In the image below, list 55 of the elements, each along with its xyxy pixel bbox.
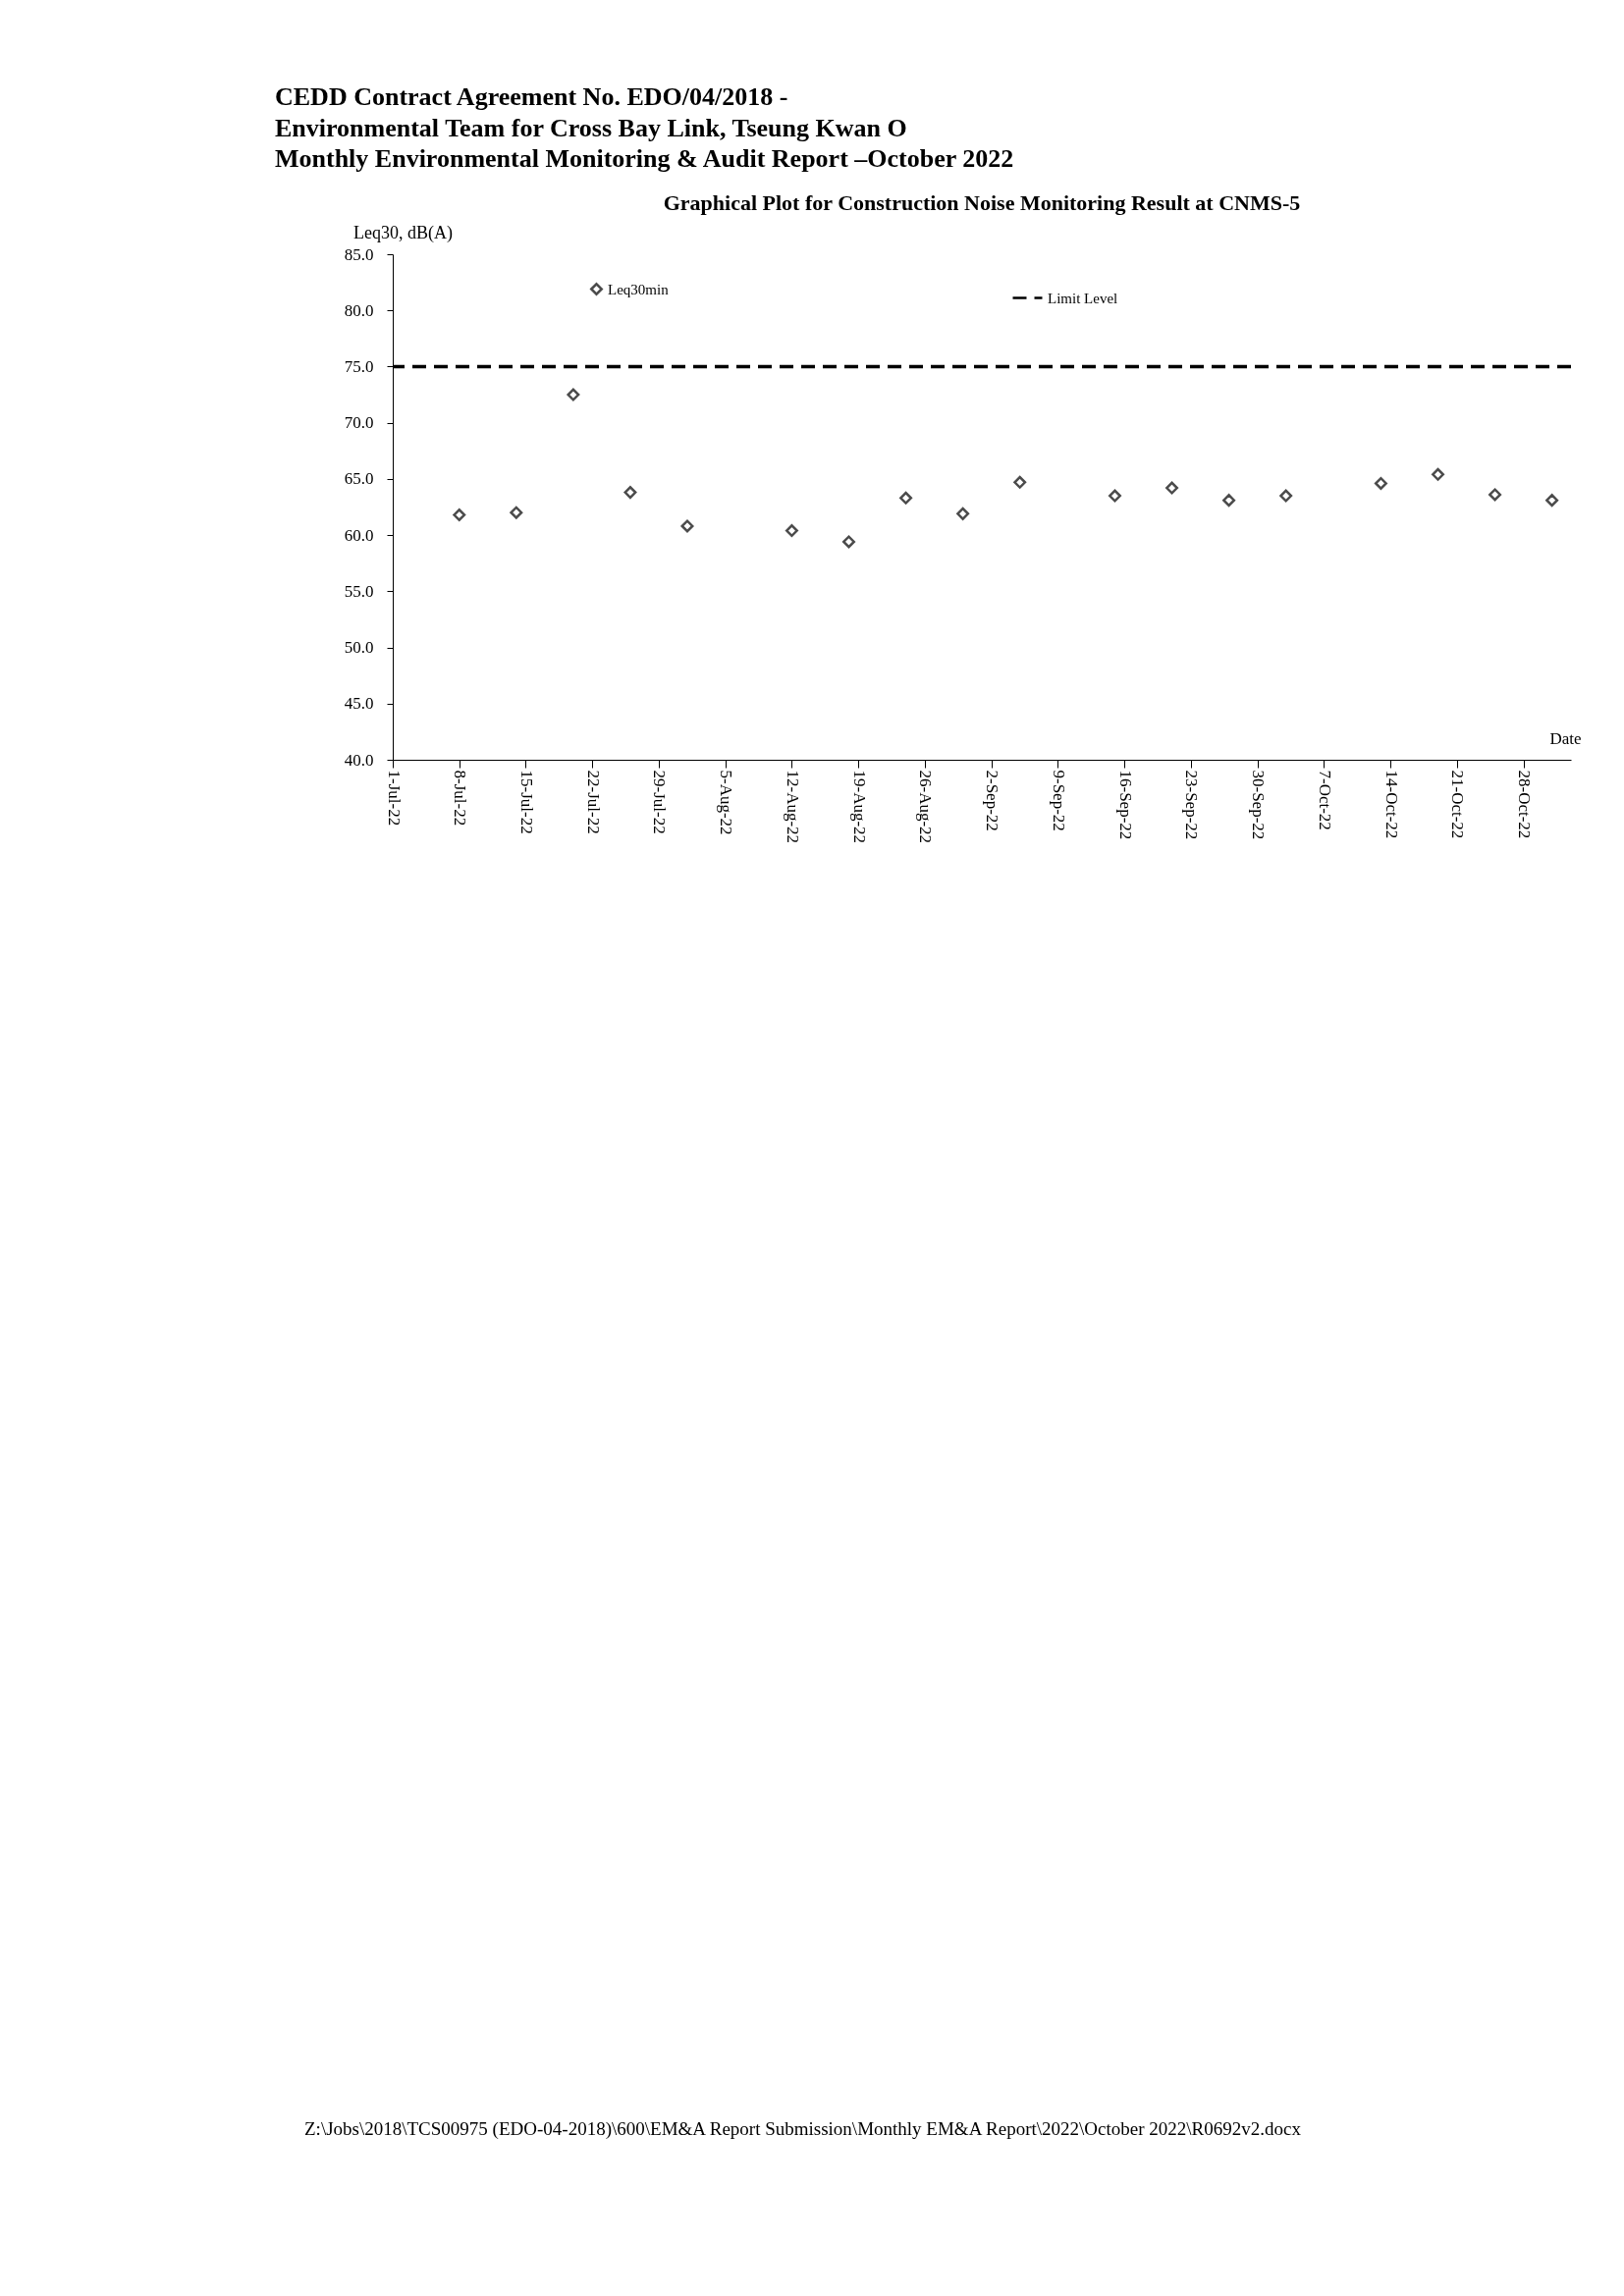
x-tick-label: 5-Aug-22 (717, 770, 736, 835)
y-tick-label: 85.0 (344, 244, 374, 264)
x-tick-label: 7-Oct-22 (1315, 770, 1334, 830)
point (567, 388, 580, 401)
x-tick-label: 22-Jul-22 (583, 770, 603, 834)
y-tick-label: 60.0 (344, 525, 374, 545)
y-tick-label: 75.0 (344, 356, 374, 376)
point (1374, 476, 1387, 490)
point (1165, 481, 1179, 495)
x-tick-label: 1-Jul-22 (384, 770, 404, 827)
point (1013, 475, 1027, 489)
legend-label: Limit Level (1048, 290, 1118, 306)
text: Z:\Jobs\2018\TCS00975 (EDO-04-2018)\600\EM&A Report Submission\Monthly EM&A Report\2022\October 2022\R0692v2.docx (304, 2118, 1302, 2140)
x-tick-label: 21-Oct-22 (1448, 770, 1468, 839)
point (1279, 489, 1293, 503)
x-tick-label: 26-Aug-22 (916, 770, 936, 844)
chart-title: Graphical Plot for Construction Noise Monitoring Result at CNMS-5 (663, 190, 1301, 215)
x-tick-label: 16-Sep-22 (1115, 770, 1135, 840)
point (453, 508, 466, 522)
point (680, 519, 694, 533)
point (1489, 488, 1502, 502)
point (956, 507, 970, 520)
y-tick-label: 70.0 (344, 413, 374, 433)
x-axis-title: Date (1549, 728, 1582, 748)
point (1545, 494, 1559, 507)
x-tick-label: 29-Jul-22 (650, 770, 670, 834)
y-tick-label: 40.0 (344, 750, 374, 770)
x-tick-label: 15-Jul-22 (516, 770, 536, 834)
x-tick-label: 9-Sep-22 (1049, 770, 1068, 831)
legend-label: Leq30min (608, 281, 670, 297)
point (1108, 489, 1121, 503)
x-tick-label: 23-Sep-22 (1182, 770, 1202, 840)
text: CEDD Contract Agreement No. EDO/04/2018 - (275, 81, 788, 111)
x-tick-label: 8-Jul-22 (451, 770, 470, 827)
y-tick-label: 55.0 (344, 581, 374, 601)
point (510, 506, 523, 519)
y-tick-label: 65.0 (344, 469, 374, 489)
point (842, 535, 856, 549)
y-tick-label: 50.0 (344, 638, 374, 658)
point (623, 486, 637, 500)
point (1432, 467, 1445, 481)
text: Monthly Environmental Monitoring & Audit Report –October 2022 (275, 144, 1014, 174)
x-tick-label: 19-Aug-22 (849, 770, 869, 844)
x-tick-label: 12-Aug-22 (783, 770, 802, 844)
point (785, 524, 798, 538)
x-tick-label: 30-Sep-22 (1249, 770, 1269, 840)
x-tick-label: 14-Oct-22 (1381, 770, 1401, 839)
y-axis-title: Leq30, dB(A) (353, 223, 453, 243)
y-tick-label: 45.0 (344, 694, 374, 714)
x-tick-label: 2-Sep-22 (983, 770, 1002, 831)
x-tick-label: 28-Oct-22 (1515, 770, 1535, 839)
point (899, 491, 913, 505)
text: Environmental Team for Cross Bay Link, Tseung Kwan O (275, 113, 907, 142)
point (1222, 494, 1236, 507)
y-tick-label: 80.0 (344, 300, 374, 320)
